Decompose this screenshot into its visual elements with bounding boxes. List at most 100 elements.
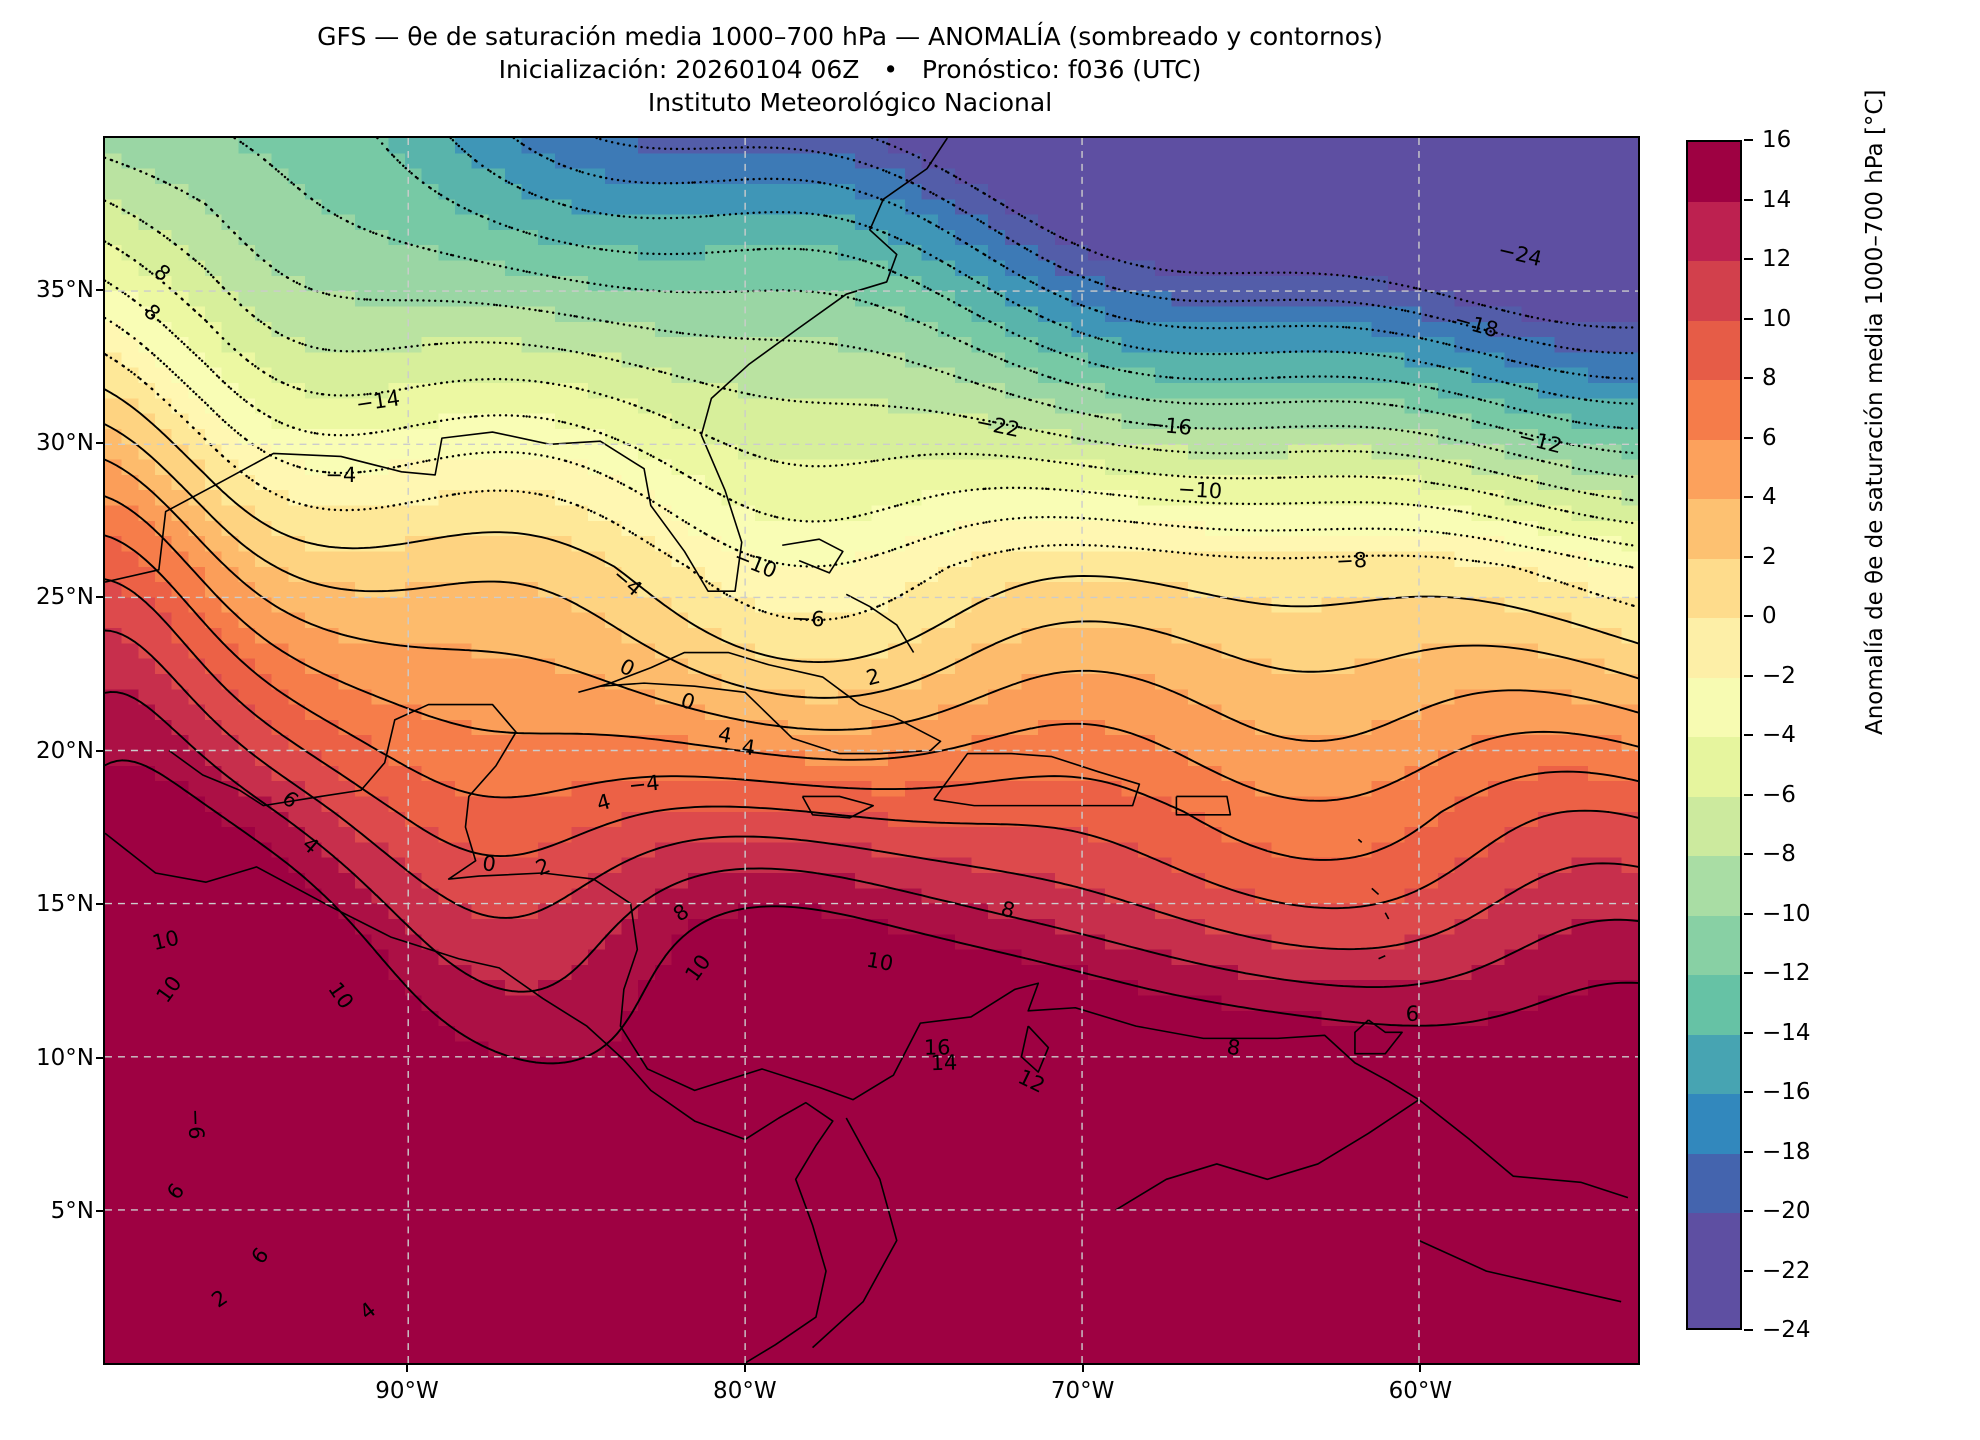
coastline-12 <box>1378 955 1386 960</box>
ytick-mark-30 <box>96 442 103 445</box>
colorbar-tick-label--2: −2 <box>1762 662 1796 689</box>
colorbar-band-0 <box>1688 142 1740 202</box>
colorbar-tick-6 <box>1744 436 1753 439</box>
contour-label--16-3: −16 <box>1147 412 1193 440</box>
ytick-mark-15 <box>96 903 103 906</box>
colorbar-tick-label--8: −8 <box>1762 841 1796 867</box>
contour-label-4-22: 4 <box>594 789 613 816</box>
xtick-mark--90 <box>406 1365 409 1372</box>
ytick-label-35: 35°N <box>36 276 94 303</box>
coastline-7 <box>782 538 844 574</box>
colorbar-tick--6 <box>1744 793 1753 796</box>
contour-level--18 <box>449 138 1638 406</box>
colorbar-wrap[interactable] <box>1686 140 1742 1330</box>
coastline-0 <box>105 138 948 593</box>
contour-label-0-16: 0 <box>481 851 497 877</box>
coastline-16 <box>812 1117 898 1349</box>
xtick-mark--70 <box>1081 1365 1084 1372</box>
contour-label-10-38: 10 <box>865 948 896 976</box>
colorbar-tick-4 <box>1744 496 1753 498</box>
colorbar-tick-label-8: 8 <box>1762 365 1777 391</box>
colorbar-tick-label-0: 0 <box>1762 603 1777 629</box>
contour-level-14 <box>105 690 1638 993</box>
colorbar-tick--16 <box>1744 1091 1753 1093</box>
contour-label-2-18: 2 <box>532 853 553 880</box>
coastline-5 <box>801 795 874 819</box>
colorbar-tick-label--10: −10 <box>1762 900 1811 927</box>
contour-level--14 <box>233 138 1638 455</box>
anomaly-map-canvas: −24−22−18−16−14−12−10−10 −8−6−6−4−4−40002… <box>105 138 1638 1363</box>
coastline-17 <box>1418 1239 1622 1303</box>
xtick-label--60: 60°W <box>1388 1378 1453 1404</box>
colorbar-title: Anomalía de θe de saturación media 1000–… <box>1862 89 1888 735</box>
contour-level-10 <box>105 578 1638 910</box>
contour-label--10-6: −10 <box>1177 477 1222 503</box>
colorbar-band-18 <box>1688 1213 1740 1273</box>
colorbar-tick-0 <box>1744 615 1753 617</box>
contour-level--2 <box>105 352 1638 622</box>
colorbar-tick--8 <box>1744 853 1753 855</box>
xtick-label--90: 90°W <box>375 1378 439 1404</box>
colorbar-band-8 <box>1688 618 1740 678</box>
colorbar-tick-label--22: −22 <box>1762 1257 1811 1284</box>
colorbar-tick-12 <box>1744 258 1753 260</box>
ytick-label-5: 5°N <box>50 1198 94 1225</box>
colorbar-band-9 <box>1688 677 1740 737</box>
colorbar-band-4 <box>1688 380 1740 440</box>
xtick-mark--80 <box>743 1365 746 1372</box>
contour-level--8 <box>105 240 1638 525</box>
ytick-label-15: 15°N <box>36 891 94 918</box>
colorbar-tick--12 <box>1744 972 1753 974</box>
colorbar-tick-14 <box>1744 198 1753 201</box>
colorbar-tick-16 <box>1744 139 1753 141</box>
contour-label-2-17: 2 <box>864 664 883 691</box>
colorbar-tick-label--14: −14 <box>1762 1019 1811 1046</box>
contour-label-4-20: 4 <box>716 722 734 748</box>
contour-level-12 <box>105 629 1638 951</box>
colorbar-band-2 <box>1688 261 1740 321</box>
colorbar-tick-label--18: −18 <box>1762 1138 1811 1165</box>
map-plot-area[interactable]: −24 −22 −18 −16 −14 −12 −10 −10 −8 −6 −6 −4 −4 −4 0 0 0 2… <box>103 136 1640 1365</box>
colorbar-band-3 <box>1688 320 1740 380</box>
contour-label-8-32: 8 <box>999 896 1018 923</box>
colorbar-tick--18 <box>1744 1150 1753 1153</box>
contour-level--12 <box>105 156 1638 479</box>
colorbar-band-7 <box>1688 558 1740 618</box>
coastline-8 <box>845 593 915 653</box>
contour-level--6 <box>105 279 1638 548</box>
colorbar-tick--22 <box>1744 1269 1753 1272</box>
xtick-mark--60 <box>1419 1365 1422 1372</box>
xtick-label--70: 70°W <box>1050 1378 1115 1404</box>
contour-label--4-13: −4 <box>628 771 661 798</box>
coastline-15 <box>1115 1098 1420 1211</box>
contour-level--22 <box>595 138 1638 355</box>
ytick-label-10: 10°N <box>36 1044 94 1071</box>
colorbar-tick--2 <box>1744 674 1753 677</box>
contour-label-0-14: 0 <box>616 654 639 681</box>
contour-level-6 <box>105 495 1638 802</box>
coastline-2 <box>168 703 1629 1199</box>
contour-level-8 <box>105 534 1638 861</box>
colorbar-tick-2 <box>1744 555 1753 558</box>
colorbar[interactable] <box>1686 140 1742 1330</box>
colorbar-tick-label-16: 16 <box>1762 127 1792 153</box>
contour-label-10-34: 10 <box>150 926 181 955</box>
colorbar-tick--24 <box>1744 1329 1753 1331</box>
contour-label-4-21: 4 <box>740 735 757 761</box>
colorbar-tick-label--6: −6 <box>1762 781 1796 808</box>
coastline-3 <box>578 651 942 755</box>
coastline-14 <box>1020 1025 1050 1073</box>
ytick-mark-5 <box>96 1210 103 1213</box>
colorbar-band-19 <box>1688 1272 1740 1328</box>
contour-label--6-9: −6 <box>793 606 825 631</box>
colorbar-band-11 <box>1688 796 1740 856</box>
ytick-label-25: 25°N <box>36 583 94 610</box>
contour-level--4 <box>105 316 1638 571</box>
colorbar-tick-label--24: −24 <box>1762 1317 1811 1343</box>
contour-label-6-28: 6 <box>1405 1002 1419 1026</box>
contour-label-16-41: 16 <box>924 1035 951 1059</box>
contour-lines <box>105 138 1638 1065</box>
coastline-10 <box>1371 887 1380 896</box>
title-line-2: Inicialización: 20260104 06Z • Pronóstic… <box>498 55 1202 84</box>
colorbar-tick-10 <box>1744 317 1753 320</box>
